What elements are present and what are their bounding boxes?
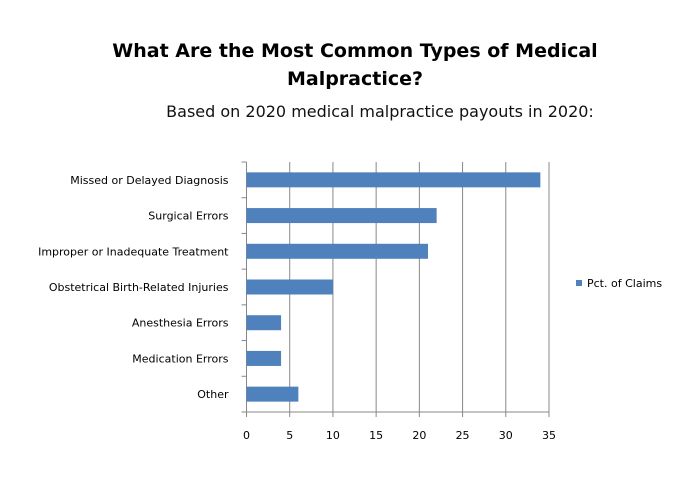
- bar: [246, 208, 437, 224]
- y-category-label: Medication Errors: [132, 352, 228, 365]
- bar: [246, 386, 299, 402]
- bar: [246, 315, 282, 331]
- x-tick-label: 0: [243, 429, 250, 442]
- y-category-label: Obstetrical Birth-Related Injuries: [49, 281, 229, 294]
- x-tick-label: 30: [499, 429, 513, 442]
- x-tick-label: 5: [286, 429, 293, 442]
- chart-title-line-1: What Are the Most Common Types of Medica…: [112, 40, 598, 62]
- chart-title-line-2: Malpractice?: [286, 68, 424, 90]
- x-tick-label: 35: [542, 429, 556, 442]
- y-category-label: Anesthesia Errors: [132, 317, 229, 330]
- y-category-label: Other: [197, 388, 229, 401]
- x-tick-label: 25: [456, 429, 470, 442]
- x-tick-label: 15: [369, 429, 383, 442]
- bar: [246, 172, 541, 188]
- y-category-label: Surgical Errors: [148, 210, 228, 223]
- x-tick-label: 10: [326, 429, 340, 442]
- x-tick-label: 20: [412, 429, 426, 442]
- bar: [246, 350, 282, 366]
- bar: [246, 279, 333, 295]
- chart-subtitle: Based on 2020 medical malpractice payout…: [166, 102, 594, 121]
- y-category-label: Missed or Delayed Diagnosis: [70, 174, 229, 187]
- legend-swatch: [576, 280, 582, 286]
- bar: [246, 243, 428, 259]
- legend-label: Pct. of Claims: [587, 277, 662, 290]
- y-category-label: Improper or Inadequate Treatment: [38, 245, 229, 258]
